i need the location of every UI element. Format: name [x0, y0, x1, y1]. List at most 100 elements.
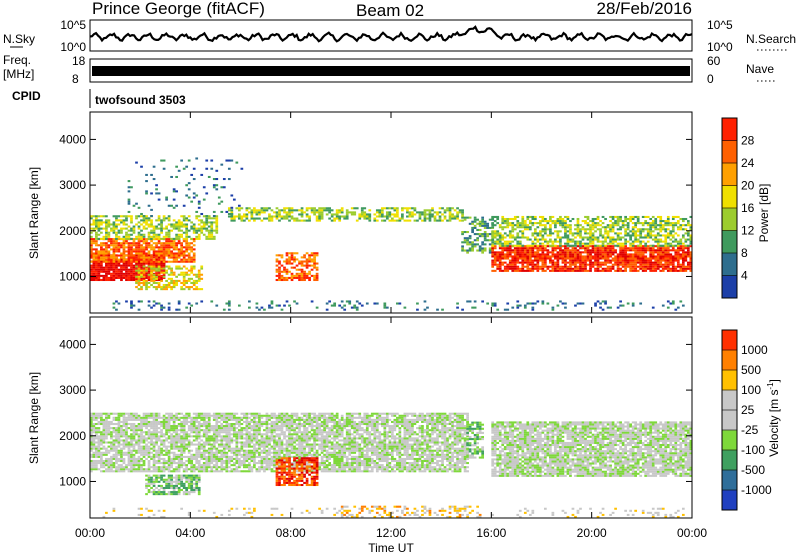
heatmap-cell — [152, 265, 156, 268]
heatmap-cell — [338, 304, 342, 307]
heatmap-cell — [579, 253, 582, 256]
heatmap-cell — [167, 457, 171, 460]
heatmap-cell — [493, 259, 497, 262]
heatmap-cell — [631, 255, 635, 258]
heatmap-cell — [488, 247, 492, 250]
heatmap-cell — [506, 257, 510, 260]
heatmap-cell — [596, 253, 600, 256]
heatmap-cell — [112, 252, 116, 255]
heatmap-cell — [150, 273, 153, 276]
heatmap-cell — [599, 255, 602, 258]
heatmap-cell — [157, 437, 161, 440]
heatmap-cell — [536, 226, 540, 229]
heatmap-cell — [120, 470, 123, 473]
heatmap-cell — [391, 213, 394, 216]
heatmap-cell — [105, 437, 108, 440]
heatmap-cell — [120, 231, 123, 234]
heatmap-cell — [536, 238, 540, 241]
heatmap-cell — [538, 259, 542, 262]
heatmap-cell — [157, 439, 161, 442]
heatmap-cell — [120, 242, 123, 245]
heatmap-cell — [293, 209, 296, 212]
heatmap-cell — [636, 244, 640, 247]
heatmap-cell — [187, 435, 191, 438]
heatmap-cell — [283, 217, 286, 220]
heatmap-cell — [569, 261, 572, 264]
heatmap-cell — [493, 230, 497, 233]
heatmap-cell — [676, 255, 680, 258]
heatmap-cell — [538, 249, 542, 252]
heatmap-cell — [619, 220, 622, 223]
heatmap-cell — [541, 251, 545, 254]
heatmap-cell — [197, 437, 201, 440]
heatmap-cell — [363, 217, 367, 220]
heatmap-cell — [130, 443, 133, 446]
heatmap-cell — [157, 237, 161, 240]
heatmap-cell — [205, 427, 209, 430]
heatmap-cell — [498, 224, 502, 227]
heatmap-cell — [556, 230, 560, 233]
heatmap-cell — [207, 466, 211, 469]
heatmap-cell — [586, 257, 590, 260]
heatmap-cell — [631, 257, 635, 260]
heatmap-cell — [546, 251, 550, 254]
heatmap-cell — [170, 451, 173, 454]
heatmap-cell — [531, 242, 535, 245]
heatmap-cell — [120, 453, 123, 456]
heatmap-cell — [115, 258, 118, 261]
heatmap-cell — [165, 462, 168, 465]
heatmap-cell — [175, 466, 178, 469]
heatmap-cell — [549, 217, 552, 221]
heatmap-cell — [523, 247, 527, 250]
heatmap-cell — [491, 251, 495, 254]
heatmap-cell — [167, 459, 171, 463]
heatmap-cell — [182, 427, 186, 430]
heatmap-cell — [162, 427, 166, 430]
heatmap-cell — [160, 453, 163, 456]
heatmap-cell — [95, 453, 98, 456]
heatmap-cell — [661, 226, 665, 229]
heatmap-cell — [293, 219, 296, 222]
heatmap-cell — [641, 267, 645, 270]
heatmap-cell — [616, 259, 620, 262]
power-heatmap-cells — [90, 157, 693, 311]
heatmap-cell — [172, 246, 176, 249]
heatmap-cell — [501, 222, 505, 225]
heatmap-cell — [521, 247, 525, 250]
heatmap-cell — [175, 204, 178, 207]
heatmap-cell — [533, 259, 537, 262]
heatmap-cell — [135, 464, 138, 467]
heatmap-cell — [192, 464, 196, 467]
heatmap-cell — [566, 253, 570, 256]
heatmap-cell — [202, 464, 206, 467]
heatmap-cell — [155, 269, 158, 272]
heatmap-cell — [556, 234, 560, 237]
heatmap-cell — [265, 209, 269, 212]
heatmap-cell — [556, 265, 560, 268]
heatmap-cell — [127, 416, 131, 419]
heatmap-cell — [147, 300, 151, 303]
heatmap-cell — [192, 453, 196, 456]
heatmap-cell — [180, 246, 184, 249]
heatmap-cell — [486, 302, 490, 305]
heatmap-cell — [200, 443, 204, 446]
heatmap-cell — [594, 217, 597, 221]
heatmap-cell — [122, 262, 126, 265]
heatmap-cell — [167, 451, 171, 454]
heatmap-cell — [155, 242, 158, 245]
heatmap-cell — [498, 259, 502, 262]
heatmap-cell — [95, 416, 98, 419]
heatmap-cell — [669, 269, 673, 272]
heatmap-cell — [531, 234, 535, 237]
heatmap-cell — [298, 278, 301, 282]
heatmap-cell — [137, 433, 141, 436]
heatmap-cell — [280, 254, 284, 257]
heatmap-cell — [511, 226, 515, 229]
heatmap-cell — [423, 213, 427, 216]
heatmap-cell — [674, 253, 678, 256]
heatmap-cell — [92, 462, 96, 465]
heatmap-cell — [466, 216, 469, 219]
heatmap-cell — [498, 267, 502, 270]
heatmap-cell — [155, 272, 158, 275]
heatmap-cell — [601, 244, 605, 247]
